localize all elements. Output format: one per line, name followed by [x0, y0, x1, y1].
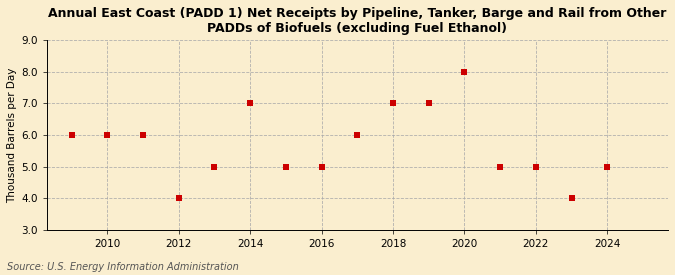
Point [459, 70, 470, 74]
Point [209, 164, 220, 169]
Y-axis label: Thousand Barrels per Day: Thousand Barrels per Day [7, 67, 17, 203]
Title: Annual East Coast (PADD 1) Net Receipts by Pipeline, Tanker, Barge and Rail from: Annual East Coast (PADD 1) Net Receipts … [48, 7, 666, 35]
Point [173, 196, 184, 200]
Point [245, 101, 256, 106]
Point [281, 164, 292, 169]
Text: Source: U.S. Energy Information Administration: Source: U.S. Energy Information Administ… [7, 262, 238, 272]
Point [495, 164, 506, 169]
Point [531, 164, 541, 169]
Point [66, 133, 77, 137]
Point [102, 133, 113, 137]
Point [316, 164, 327, 169]
Point [602, 164, 613, 169]
Point [352, 133, 362, 137]
Point [387, 101, 398, 106]
Point [566, 196, 577, 200]
Point [423, 101, 434, 106]
Point [138, 133, 148, 137]
